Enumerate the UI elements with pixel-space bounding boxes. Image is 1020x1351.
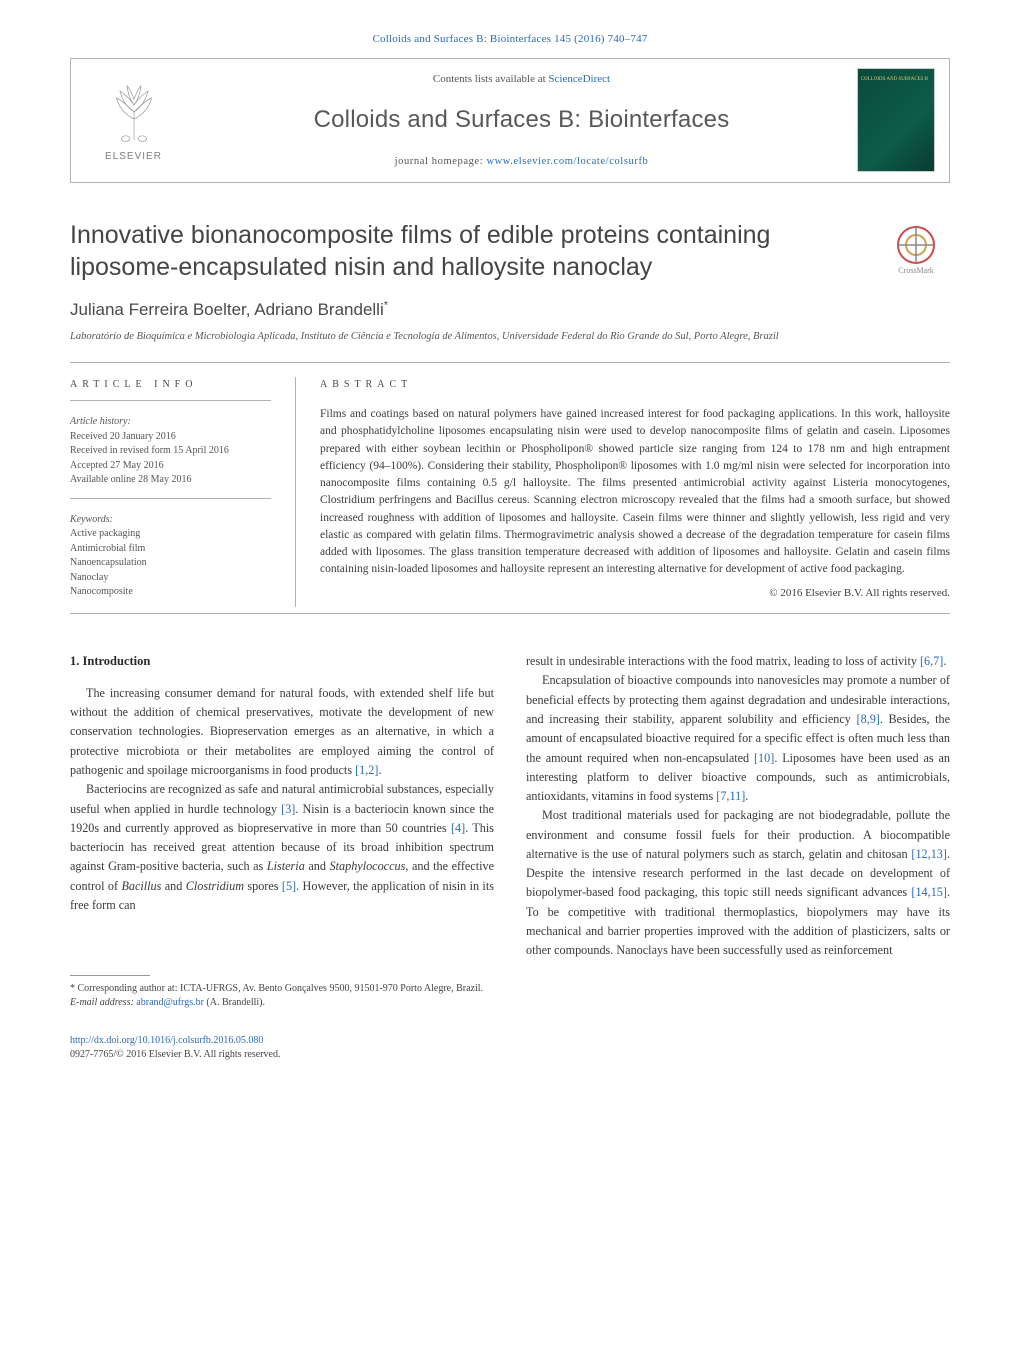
abstract-copyright: © 2016 Elsevier B.V. All rights reserved… — [320, 585, 950, 602]
homepage-prefix: journal homepage: — [395, 156, 487, 167]
journal-title: Colloids and Surfaces B: Biointerfaces — [186, 102, 857, 138]
keyword: Active packaging — [70, 527, 271, 542]
journal-homepage-line: journal homepage: www.elsevier.com/locat… — [186, 154, 857, 170]
crossmark-label: CrossMark — [898, 265, 934, 277]
article-info-heading: article info — [70, 377, 271, 392]
journal-cover-thumbnail: COLLOIDS AND SURFACES B — [857, 68, 935, 172]
article-history: Article history: Received 20 January 201… — [70, 415, 271, 488]
sciencedirect-link[interactable]: ScienceDirect — [548, 73, 610, 85]
body-column-left: 1. Introduction The increasing consumer … — [70, 652, 494, 1010]
cover-text: COLLOIDS AND SURFACES B — [861, 77, 928, 83]
body-paragraph: result in undesirable interactions with … — [526, 652, 950, 671]
body-column-right: result in undesirable interactions with … — [526, 652, 950, 1010]
email-footnote: E-mail address: abrand@ufrgs.br (A. Bran… — [70, 996, 494, 1010]
online-date: Available online 28 May 2016 — [70, 473, 271, 488]
footnote-separator — [70, 975, 150, 976]
doi-block: http://dx.doi.org/10.1016/j.colsurfb.201… — [70, 1034, 950, 1062]
history-label: Article history: — [70, 415, 271, 430]
body-paragraph: Bacteriocins are recognized as safe and … — [70, 780, 494, 915]
revised-date: Received in revised form 15 April 2016 — [70, 444, 271, 459]
corr-prefix: * Corresponding author at: — [70, 983, 180, 994]
section-heading-intro: 1. Introduction — [70, 652, 494, 672]
keyword: Nanoclay — [70, 571, 271, 586]
contents-prefix: Contents lists available at — [433, 73, 548, 85]
abstract-heading: abstract — [320, 377, 950, 392]
contents-available-line: Contents lists available at ScienceDirec… — [186, 71, 857, 88]
keyword: Antimicrobial film — [70, 542, 271, 557]
doi-link[interactable]: http://dx.doi.org/10.1016/j.colsurfb.201… — [70, 1035, 263, 1046]
body-paragraph: Most traditional materials used for pack… — [526, 806, 950, 960]
journal-reference-top[interactable]: Colloids and Surfaces B: Biointerfaces 1… — [372, 33, 647, 45]
authors: Juliana Ferreira Boelter, Adriano Brande… — [70, 300, 384, 319]
elsevier-logo: ELSEVIER — [81, 77, 186, 164]
affiliation: Laboratório de Bioquímica e Microbiologi… — [70, 330, 950, 344]
crossmark-badge[interactable]: CrossMark — [882, 225, 950, 277]
article-title: Innovative bionanocomposite films of edi… — [70, 219, 810, 283]
corresponding-marker: * — [384, 299, 388, 311]
crossmark-icon — [896, 225, 936, 265]
keyword: Nanocomposite — [70, 585, 271, 600]
issn-line: 0927-7765/© 2016 Elsevier B.V. All right… — [70, 1049, 280, 1060]
publisher-name: ELSEVIER — [105, 149, 162, 164]
body-paragraph: The increasing consumer demand for natur… — [70, 684, 494, 780]
keywords-block: Keywords: Active packaging Antimicrobial… — [70, 513, 271, 600]
journal-header-box: ELSEVIER Contents lists available at Sci… — [70, 58, 950, 183]
email-label: E-mail address: — [70, 997, 136, 1008]
info-rule-2 — [70, 498, 271, 499]
corresponding-author-footnote: * Corresponding author at: ICTA-UFRGS, A… — [70, 982, 494, 996]
email-suffix: (A. Brandelli). — [204, 997, 265, 1008]
homepage-link[interactable]: www.elsevier.com/locate/colsurfb — [486, 156, 648, 167]
email-link[interactable]: abrand@ufrgs.br — [136, 997, 204, 1008]
keyword: Nanoencapsulation — [70, 556, 271, 571]
body-paragraph: Encapsulation of bioactive compounds int… — [526, 671, 950, 806]
elsevier-tree-icon — [99, 77, 169, 147]
journal-ref-link[interactable]: Colloids and Surfaces B: Biointerfaces 1… — [372, 33, 647, 45]
info-rule-1 — [70, 400, 271, 401]
abstract-text: Films and coatings based on natural poly… — [320, 406, 950, 579]
corr-address: ICTA-UFRGS, Av. Bento Gonçalves 9500, 91… — [180, 983, 483, 994]
received-date: Received 20 January 2016 — [70, 430, 271, 445]
rule-bottom — [70, 613, 950, 614]
keywords-label: Keywords: — [70, 513, 271, 528]
accepted-date: Accepted 27 May 2016 — [70, 459, 271, 474]
authors-line: Juliana Ferreira Boelter, Adriano Brande… — [70, 297, 950, 323]
